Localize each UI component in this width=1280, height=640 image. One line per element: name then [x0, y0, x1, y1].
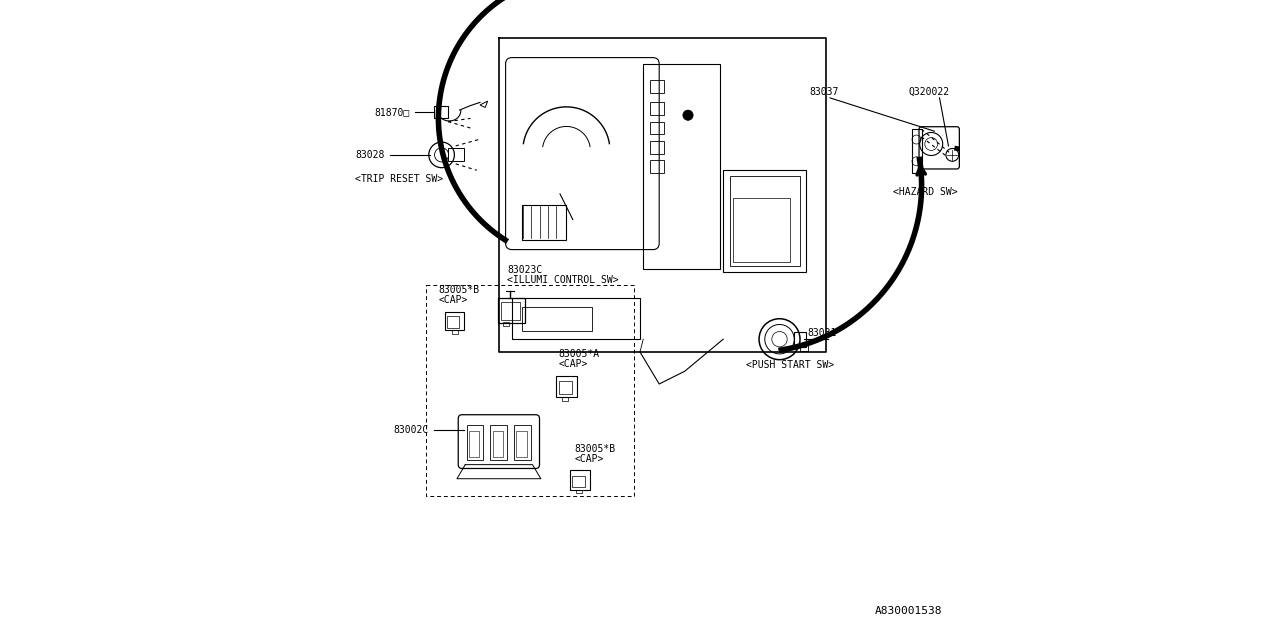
- Text: 83023C: 83023C: [507, 265, 543, 275]
- Text: 83028: 83028: [356, 150, 384, 160]
- Text: 83002C: 83002C: [394, 425, 429, 435]
- Bar: [453, 330, 458, 334]
- Text: 83037: 83037: [810, 86, 838, 97]
- Bar: [576, 490, 582, 493]
- Bar: [650, 122, 664, 134]
- Bar: [448, 148, 465, 161]
- Bar: [517, 431, 527, 457]
- Text: 83031: 83031: [808, 328, 837, 338]
- Bar: [732, 198, 791, 262]
- Bar: [911, 129, 922, 173]
- Text: <CAP>: <CAP>: [575, 454, 604, 464]
- Bar: [650, 141, 664, 154]
- Text: <CAP>: <CAP>: [559, 358, 588, 369]
- Bar: [572, 476, 585, 487]
- Text: <TRIP RESET SW>: <TRIP RESET SW>: [356, 174, 443, 184]
- Text: <HAZARD SW>: <HAZARD SW>: [893, 187, 957, 197]
- Bar: [1006, 156, 1018, 163]
- Bar: [493, 431, 503, 457]
- Bar: [650, 102, 664, 115]
- Bar: [996, 150, 1010, 159]
- Text: 83005*A: 83005*A: [559, 349, 600, 359]
- Bar: [650, 160, 664, 173]
- Bar: [556, 376, 577, 397]
- Text: 81870□: 81870□: [374, 107, 410, 117]
- Text: Q320022: Q320022: [909, 86, 950, 97]
- Bar: [503, 322, 509, 326]
- Bar: [723, 170, 806, 272]
- Text: 83005*B: 83005*B: [575, 444, 616, 454]
- Bar: [502, 302, 520, 320]
- Bar: [470, 431, 480, 457]
- Bar: [498, 298, 525, 323]
- Bar: [650, 80, 664, 93]
- Bar: [434, 106, 448, 118]
- Bar: [794, 332, 806, 347]
- Bar: [445, 312, 465, 330]
- Bar: [490, 425, 507, 460]
- Text: <ILLUMI CONTROL SW>: <ILLUMI CONTROL SW>: [507, 275, 618, 285]
- Bar: [522, 307, 591, 331]
- Bar: [522, 205, 566, 240]
- Bar: [730, 176, 800, 266]
- Text: A830001538: A830001538: [874, 605, 942, 616]
- Text: <PUSH START SW>: <PUSH START SW>: [745, 360, 833, 370]
- Bar: [448, 316, 460, 328]
- Bar: [513, 425, 530, 460]
- Bar: [644, 64, 719, 269]
- Bar: [562, 397, 568, 401]
- Bar: [467, 425, 484, 460]
- Bar: [570, 470, 590, 490]
- Circle shape: [684, 110, 694, 120]
- Text: <CAP>: <CAP>: [438, 294, 467, 305]
- Bar: [512, 298, 640, 339]
- Bar: [800, 344, 808, 351]
- Bar: [559, 381, 571, 394]
- Text: 83005*B: 83005*B: [438, 285, 480, 295]
